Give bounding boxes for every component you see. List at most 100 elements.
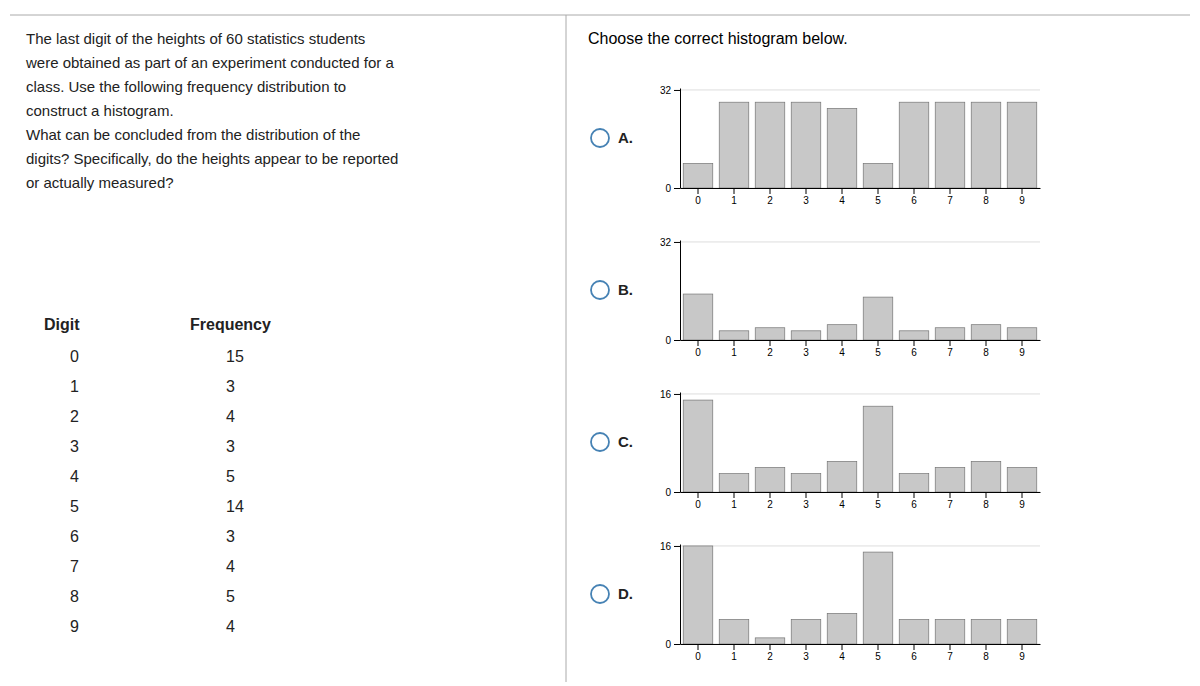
x-tick: 6 [911, 340, 917, 358]
tick-mark [1022, 188, 1023, 194]
bar [683, 294, 713, 340]
tick-mark [698, 492, 699, 498]
table-cell: 4 [226, 558, 235, 575]
x-tick: 0 [695, 340, 701, 358]
tick-mark [878, 188, 879, 194]
x-tick-label: 3 [803, 195, 809, 206]
x-tick: 5 [875, 340, 881, 358]
bar [1007, 467, 1037, 492]
x-tick-label: 8 [983, 195, 989, 206]
x-tick: 4 [839, 340, 845, 358]
x-tick: 5 [875, 644, 881, 662]
x-tick-label: 4 [839, 195, 845, 206]
tick-mark [842, 340, 843, 346]
tick-mark [770, 188, 771, 194]
x-tick: 8 [983, 340, 989, 358]
x-tick: 2 [767, 644, 773, 662]
table-cell: 2 [70, 408, 79, 425]
bar [719, 331, 749, 340]
x-tick-label: 6 [911, 195, 917, 206]
x-tick: 7 [947, 188, 953, 206]
x-tick-label: 8 [983, 347, 989, 358]
y-tick: 16 [660, 389, 680, 400]
tick-mark [950, 492, 951, 498]
bar [971, 325, 1001, 340]
y-axis: 0 16 [660, 389, 681, 498]
x-tick-label: 7 [947, 651, 953, 662]
tick-mark [674, 546, 680, 547]
x-tick: 9 [1019, 188, 1025, 206]
x-tick: 8 [983, 492, 989, 510]
tick-mark [842, 188, 843, 194]
chart-title: A. [618, 129, 633, 146]
bars [683, 102, 1037, 188]
table-cell: 4 [226, 408, 235, 425]
x-tick: 3 [803, 492, 809, 510]
x-tick: 9 [1019, 340, 1025, 358]
y-tick-label: 0 [665, 183, 671, 194]
x-tick: 4 [839, 492, 845, 510]
y-tick-label: 0 [665, 639, 671, 650]
bar [935, 328, 965, 340]
bar [719, 474, 749, 492]
tick-mark [842, 644, 843, 650]
radio-button[interactable] [591, 129, 609, 147]
x-tick: 1 [731, 644, 737, 662]
table-cell: 15 [226, 348, 244, 365]
x-tick-label: 9 [1019, 499, 1025, 510]
bars [683, 294, 1037, 340]
axis-line [680, 89, 681, 189]
x-tick: 7 [947, 644, 953, 662]
x-tick-label: 6 [911, 651, 917, 662]
page: The last digit of the heights of 60 stat… [0, 0, 1200, 686]
radio-button[interactable] [591, 433, 609, 451]
table-cell: 6 [70, 528, 79, 545]
axis-line [680, 545, 681, 645]
y-tick: 32 [660, 237, 680, 248]
tick-mark [806, 340, 807, 346]
x-tick-label: 3 [803, 651, 809, 662]
x-axis: 0123456789 [681, 340, 1041, 358]
x-tick-label: 0 [695, 195, 701, 206]
bar [719, 619, 749, 644]
x-tick: 0 [695, 644, 701, 662]
bar [935, 619, 965, 644]
table-cell: 3 [70, 438, 79, 455]
bar [827, 108, 857, 188]
bar [899, 331, 929, 340]
x-tick: 4 [839, 644, 845, 662]
bar [1007, 328, 1037, 340]
y-tick: 0 [665, 487, 680, 498]
x-tick-label: 8 [983, 499, 989, 510]
bar [1007, 619, 1037, 644]
tick-mark [770, 644, 771, 650]
x-tick: 7 [947, 340, 953, 358]
bar [899, 474, 929, 492]
tick-mark [986, 188, 987, 194]
chart-title: C. [618, 433, 633, 450]
top-border [10, 15, 1190, 16]
text-line: construct a histogram. [26, 102, 174, 119]
x-tick: 3 [803, 644, 809, 662]
bar [863, 406, 893, 492]
y-tick: 0 [665, 639, 680, 650]
x-tick-label: 6 [911, 499, 917, 510]
bar [971, 619, 1001, 644]
x-tick: 6 [911, 188, 917, 206]
tick-mark [986, 340, 987, 346]
tick-mark [1022, 492, 1023, 498]
x-axis: 0123456789 [681, 492, 1041, 510]
x-tick-label: 3 [803, 347, 809, 358]
x-tick-label: 0 [695, 651, 701, 662]
y-axis: 032 [660, 85, 681, 194]
bar [899, 619, 929, 644]
grid [680, 90, 1040, 188]
radio-button[interactable] [591, 585, 609, 603]
tick-mark [734, 492, 735, 498]
tick-mark [878, 492, 879, 498]
x-tick-label: 0 [695, 499, 701, 510]
title: Choose the correct histogram below. [588, 30, 848, 47]
radio-button[interactable] [591, 281, 609, 299]
tick-mark [914, 492, 915, 498]
tick-mark [1022, 644, 1023, 650]
